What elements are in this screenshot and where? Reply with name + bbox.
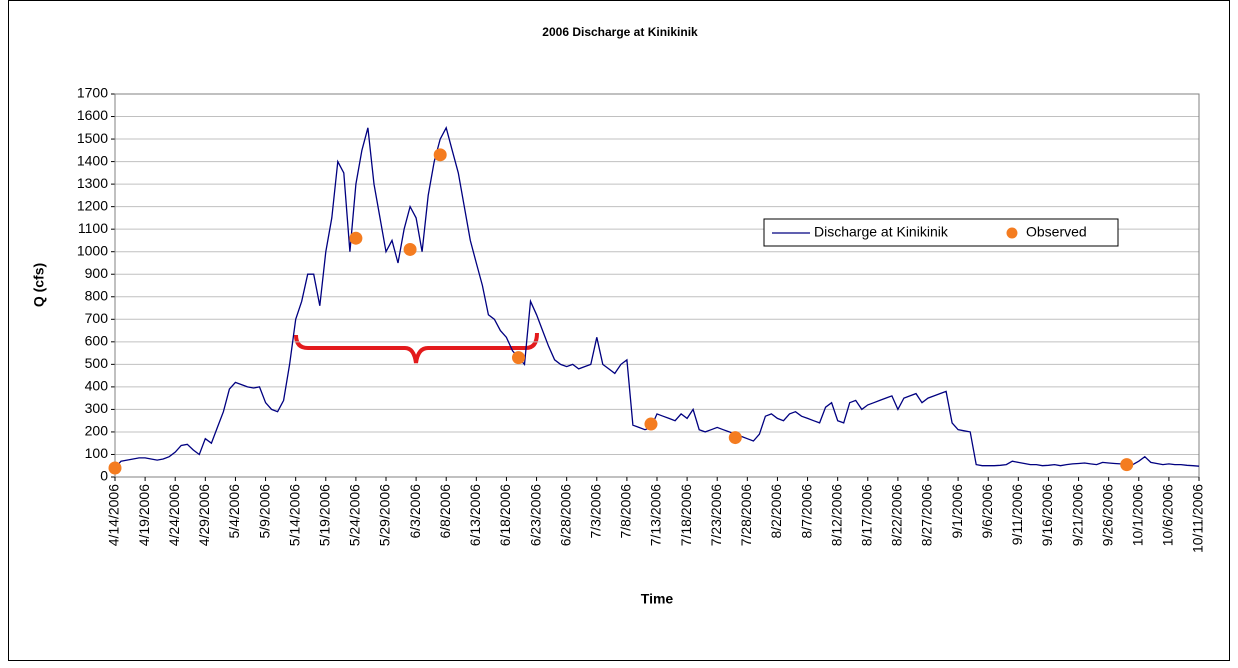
x-tick-label: 5/4/2006 <box>226 484 242 539</box>
x-tick-label: 5/14/2006 <box>286 484 302 546</box>
x-tick-label: 4/29/2006 <box>196 484 212 546</box>
y-tick-label: 300 <box>85 400 109 416</box>
x-tick-label: 9/16/2006 <box>1039 484 1055 546</box>
x-tick-label: 6/28/2006 <box>557 484 573 546</box>
y-tick-label: 700 <box>85 310 109 326</box>
y-tick-label: 1500 <box>77 130 108 146</box>
x-tick-label: 9/11/2006 <box>1009 484 1025 545</box>
observed-point <box>1120 458 1134 472</box>
x-tick-label: 7/23/2006 <box>708 484 724 546</box>
x-tick-label: 10/1/2006 <box>1129 484 1145 546</box>
x-tick-label: 6/23/2006 <box>527 484 543 546</box>
y-tick-label: 0 <box>100 468 108 484</box>
x-tick-label: 7/8/2006 <box>618 484 634 539</box>
y-tick-label: 1600 <box>77 107 108 123</box>
x-tick-label: 8/22/2006 <box>889 484 905 546</box>
y-tick-label: 200 <box>85 423 109 439</box>
y-tick-label: 400 <box>85 378 109 394</box>
chart-title: 2006 Discharge at Kinikinik <box>542 25 698 39</box>
x-tick-label: 9/26/2006 <box>1099 484 1115 546</box>
y-tick-label: 1200 <box>77 197 108 213</box>
y-tick-label: 1400 <box>77 152 108 168</box>
x-tick-label: 10/11/2006 <box>1190 484 1206 553</box>
x-tick-label: 7/3/2006 <box>587 484 603 539</box>
x-tick-label: 4/14/2006 <box>106 484 122 546</box>
y-tick-label: 800 <box>85 287 109 303</box>
y-tick-label: 600 <box>85 333 109 349</box>
x-tick-label: 8/27/2006 <box>919 484 935 546</box>
legend-box <box>763 218 1119 247</box>
x-tick-label: 7/28/2006 <box>738 484 754 546</box>
x-tick-label: 9/1/2006 <box>949 484 965 539</box>
x-tick-label: 5/9/2006 <box>256 484 272 539</box>
x-tick-label: 8/7/2006 <box>798 484 814 539</box>
x-tick-label: 7/18/2006 <box>678 484 694 546</box>
x-tick-label: 10/6/2006 <box>1160 484 1176 546</box>
x-tick-label: 9/21/2006 <box>1069 484 1085 546</box>
x-tick-label: 6/18/2006 <box>497 484 513 546</box>
y-tick-label: 500 <box>85 355 109 371</box>
data-line <box>114 126 1200 469</box>
legend-marker <box>1006 227 1018 239</box>
x-tick-label: 7/13/2006 <box>648 484 664 546</box>
legend-label: Discharge at Kinikinik <box>814 224 949 240</box>
x-tick-label: 6/13/2006 <box>467 484 483 546</box>
x-tick-label: 6/3/2006 <box>407 484 423 539</box>
chart-frame <box>8 0 1230 661</box>
observed-point <box>511 351 525 365</box>
observed-point <box>349 231 363 245</box>
x-tick-label: 5/19/2006 <box>316 484 332 546</box>
x-tick-label: 5/29/2006 <box>377 484 393 546</box>
x-tick-label: 8/2/2006 <box>768 484 784 539</box>
y-tick-label: 1700 <box>77 85 108 101</box>
x-tick-label: 8/12/2006 <box>828 484 844 546</box>
y-tick-label: 1300 <box>77 175 108 191</box>
legend-label: Observed <box>1026 224 1087 240</box>
x-tick-label: 6/8/2006 <box>437 484 453 539</box>
observed-point <box>433 148 447 162</box>
y-tick-label: 1000 <box>77 242 108 258</box>
observed-point <box>403 242 417 256</box>
y-tick-label: 100 <box>85 445 109 461</box>
y-axis-label: Q (cfs) <box>31 263 47 307</box>
observed-point <box>108 461 122 475</box>
observed-point <box>728 431 742 445</box>
y-tick-label: 900 <box>85 265 109 281</box>
x-tick-label: 9/6/2006 <box>979 484 995 539</box>
brace-annotation <box>294 332 539 364</box>
observed-point <box>644 417 658 431</box>
x-axis-label: Time <box>641 591 674 607</box>
x-tick-label: 5/24/2006 <box>347 484 363 546</box>
x-tick-label: 4/24/2006 <box>166 484 182 546</box>
x-tick-label: 4/19/2006 <box>136 484 152 546</box>
y-tick-label: 1100 <box>78 220 108 236</box>
x-tick-label: 8/17/2006 <box>858 484 874 546</box>
